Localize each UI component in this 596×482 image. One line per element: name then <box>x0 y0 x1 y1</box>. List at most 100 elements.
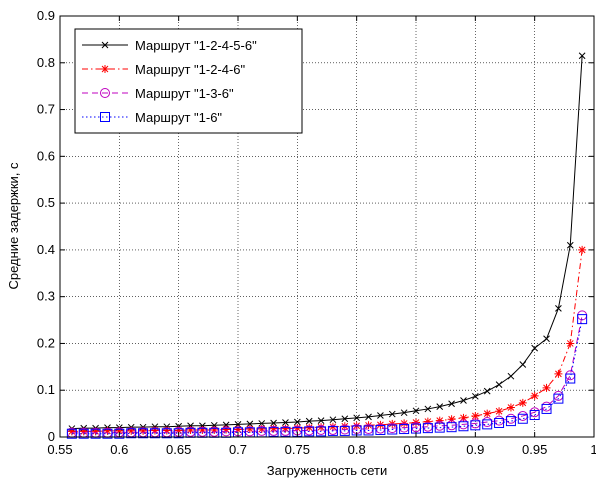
marker-stroke <box>246 420 254 428</box>
data-point <box>162 426 171 435</box>
legend-label: Маршрут "1-2-4-6" <box>135 62 246 77</box>
x-tick-label: 0.55 <box>47 442 72 457</box>
marker-stroke <box>495 381 503 388</box>
data-point <box>565 373 576 384</box>
data-point <box>316 426 327 437</box>
data-point <box>553 393 564 404</box>
marker-stroke <box>139 426 148 435</box>
data-point <box>507 372 515 380</box>
data-point <box>161 428 172 439</box>
marker-stroke <box>483 409 492 418</box>
marker-stroke <box>270 419 277 427</box>
x-axis-label: Загруженность сети <box>267 463 387 478</box>
data-point <box>90 428 101 439</box>
y-axis-label: Средние задержки, с <box>6 162 21 290</box>
marker-stroke <box>543 335 550 343</box>
marker-stroke <box>174 426 183 435</box>
marker-shape <box>577 314 588 325</box>
marker-stroke <box>282 419 289 426</box>
data-point <box>282 419 289 426</box>
data-point <box>459 413 468 422</box>
marker-stroke <box>435 416 444 425</box>
data-point <box>377 412 384 419</box>
data-point <box>519 361 527 368</box>
data-point <box>376 420 385 429</box>
marker-stroke <box>377 412 384 419</box>
marker-stroke <box>317 417 325 424</box>
data-point <box>103 426 112 435</box>
marker-shape <box>100 112 110 122</box>
marker-shape <box>100 88 110 98</box>
x-tick-label: 0.9 <box>466 442 484 457</box>
data-point <box>365 413 372 421</box>
legend-label: Маршрут "1-6" <box>135 110 222 125</box>
data-point <box>531 344 539 352</box>
data-point <box>578 245 587 254</box>
data-point <box>506 403 515 412</box>
data-point <box>529 410 540 421</box>
y-tick-label: 0.8 <box>37 55 55 70</box>
marker-shape <box>553 393 564 404</box>
data-point <box>577 314 588 325</box>
marker-stroke <box>436 403 444 410</box>
marker-stroke <box>471 392 479 400</box>
y-tick-label: 0.4 <box>37 242 55 257</box>
data-point <box>339 425 350 436</box>
legend-box <box>74 28 303 134</box>
data-point <box>269 424 278 433</box>
marker-shape <box>529 410 540 421</box>
data-point <box>470 420 481 431</box>
marker-shape <box>434 422 445 433</box>
marker-shape <box>363 425 374 436</box>
data-point <box>399 424 410 435</box>
data-point <box>245 425 254 434</box>
data-point <box>281 424 290 433</box>
data-point <box>423 417 432 426</box>
marker-shape <box>90 428 101 439</box>
marker-stroke <box>222 425 231 434</box>
y-tick-label: 0.5 <box>37 195 55 210</box>
data-point <box>424 405 432 413</box>
marker-stroke <box>103 426 112 435</box>
data-point <box>541 403 552 414</box>
marker-stroke <box>566 339 575 348</box>
marker-stroke <box>578 245 587 254</box>
legend-item: Маршрут "1-2-4-5-6" <box>82 38 257 53</box>
data-point <box>258 420 266 427</box>
marker-stroke <box>329 416 337 424</box>
marker-stroke <box>400 409 408 417</box>
x-tick-label: 0.95 <box>522 442 547 457</box>
data-point <box>102 428 113 439</box>
data-point <box>543 335 550 343</box>
marker-stroke <box>79 427 88 436</box>
plot-frame <box>59 15 595 438</box>
marker-stroke <box>162 426 171 435</box>
data-point <box>375 424 386 435</box>
series-layer <box>66 52 588 439</box>
data-point <box>293 424 302 433</box>
marker-shape <box>505 416 516 427</box>
marker-stroke <box>495 407 504 416</box>
series-line <box>71 55 583 430</box>
x-tick-label: 0.6 <box>110 442 128 457</box>
data-point <box>127 426 136 435</box>
data-point <box>327 425 338 436</box>
data-point <box>483 409 492 418</box>
marker-shape <box>316 426 327 437</box>
series-4 <box>66 314 588 439</box>
data-point <box>210 425 219 434</box>
data-point <box>115 426 124 435</box>
marker-stroke <box>245 425 254 434</box>
data-point <box>305 423 314 432</box>
data-point <box>566 241 574 249</box>
y-tick-label: 0 <box>48 429 55 444</box>
data-point <box>126 428 137 439</box>
data-point <box>363 425 374 436</box>
data-point <box>471 392 479 400</box>
data-point <box>458 421 469 432</box>
data-point <box>67 427 76 436</box>
marker-stroke <box>257 425 266 434</box>
marker-shape <box>339 425 350 436</box>
data-point <box>566 339 575 348</box>
